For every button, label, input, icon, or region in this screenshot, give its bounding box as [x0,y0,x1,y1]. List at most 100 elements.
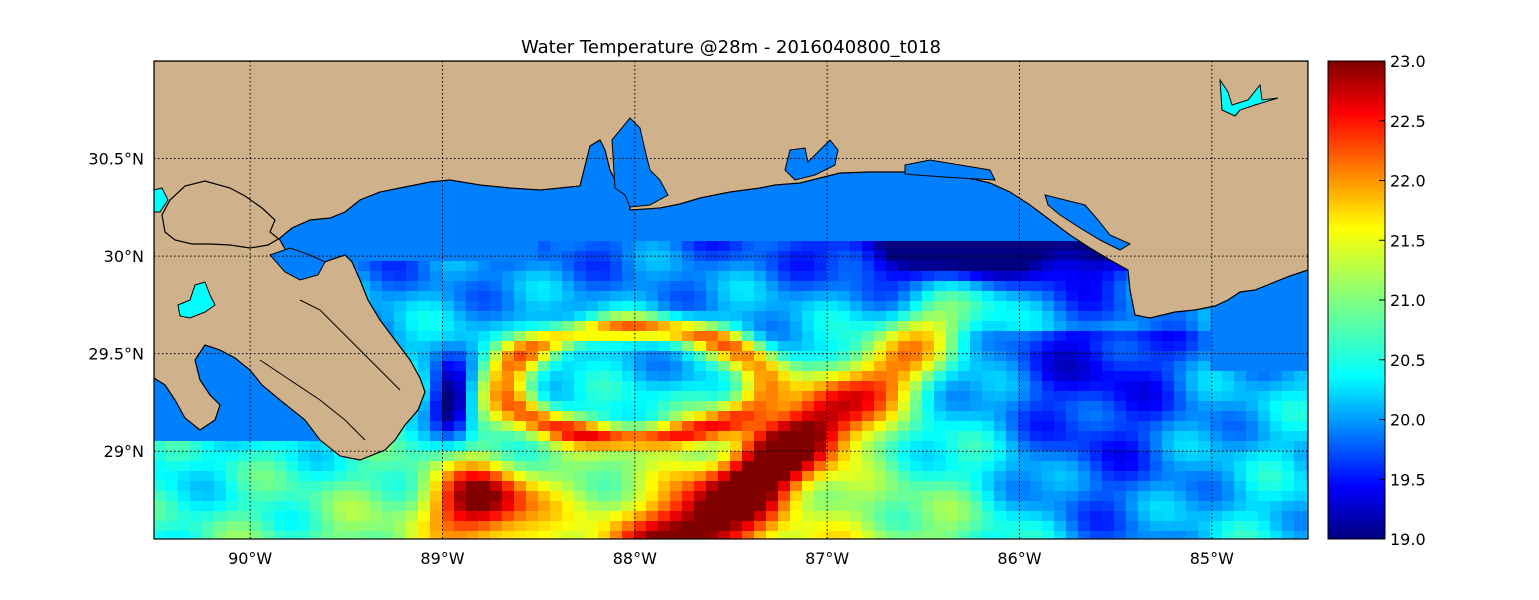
heat-cell [1030,501,1043,512]
heat-cell [1102,411,1115,422]
heat-cell [1006,271,1019,282]
heat-cell [1054,481,1067,492]
heat-cell [1162,521,1175,532]
heat-cell [490,411,503,422]
heat-cell [454,481,467,492]
heat-cell [466,421,479,432]
heat-cell [694,401,707,412]
heat-cell [886,461,899,472]
heat-cell [226,461,239,472]
heat-cell [922,341,935,352]
heat-cell [826,501,839,512]
heat-cell [550,471,563,482]
heat-cell [994,461,1007,472]
heat-cell [826,241,839,252]
heat-cell [1102,381,1115,392]
heat-cell [478,341,491,352]
heat-cell [730,421,743,432]
heat-cell [802,261,815,272]
heat-cell [766,291,779,302]
heat-cell [1030,271,1043,282]
heat-cell [814,291,827,302]
heat-cell [646,381,659,392]
heat-cell [610,521,623,532]
heat-cell [622,341,635,352]
heat-cell [1138,451,1151,462]
heat-cell [598,521,611,532]
heat-cell [454,521,467,532]
heat-cell [502,411,515,422]
heat-cell [646,391,659,402]
heat-cell [970,471,983,482]
heat-cell [502,531,515,539]
heat-cell [670,291,683,302]
heat-cell [694,251,707,262]
heat-cell [586,261,599,272]
heat-cell [286,491,299,502]
heat-cell [502,301,515,312]
heat-cell [430,511,443,522]
heat-cell [1078,351,1091,362]
heat-cell [1294,491,1307,502]
heat-cell [886,341,899,352]
heat-cell [574,331,587,342]
heat-cell [1306,421,1308,432]
x-tick-label: 87°W [805,549,849,568]
heat-cell [1006,451,1019,462]
heat-cell [1150,341,1163,352]
heat-cell [1030,251,1043,262]
heat-cell [394,431,407,442]
heat-cell [262,481,275,492]
heat-cell [1030,491,1043,502]
heat-cell [742,421,755,432]
heat-cell [958,461,971,472]
heat-cell [754,381,767,392]
heat-cell [214,461,227,472]
heat-cell [730,371,743,382]
heat-cell [1186,321,1199,332]
heat-cell [862,391,875,402]
heat-cell [526,441,539,452]
heat-cell [898,341,911,352]
heat-cell [1030,521,1043,532]
heat-cell [934,421,947,432]
heat-cell [490,401,503,412]
heat-cell [322,461,335,472]
heat-cell [742,431,755,442]
heat-cell [694,491,707,502]
heat-cell [982,391,995,402]
heat-cell [166,451,179,462]
heat-cell [862,321,875,332]
heat-cell [1282,381,1295,392]
heat-cell [370,281,383,292]
heat-cell [826,281,839,292]
heat-cell [730,441,743,452]
heat-cell [1066,471,1079,482]
heat-cell [538,411,551,422]
heat-cell [910,461,923,472]
heat-cell [406,441,419,452]
heat-cell [970,241,983,252]
heat-cell [1078,271,1091,282]
heat-cell [586,291,599,302]
heat-cell [442,521,455,532]
heat-cell [1210,501,1223,512]
heat-cell [706,341,719,352]
heat-cell [538,361,551,372]
heat-cell [526,311,539,322]
heat-cell [754,241,767,252]
heat-cell [754,301,767,312]
heat-cell [766,301,779,312]
heat-cell [1222,411,1235,422]
heat-cell [766,391,779,402]
heat-cell [1030,531,1043,539]
heat-cell [934,271,947,282]
heat-cell [682,281,695,292]
heat-cell [874,501,887,512]
heat-cell [1018,481,1031,492]
heat-cell [1078,391,1091,402]
heat-cell [646,271,659,282]
heat-cell [778,401,791,412]
heat-cell [634,531,647,539]
heat-cell [982,321,995,332]
